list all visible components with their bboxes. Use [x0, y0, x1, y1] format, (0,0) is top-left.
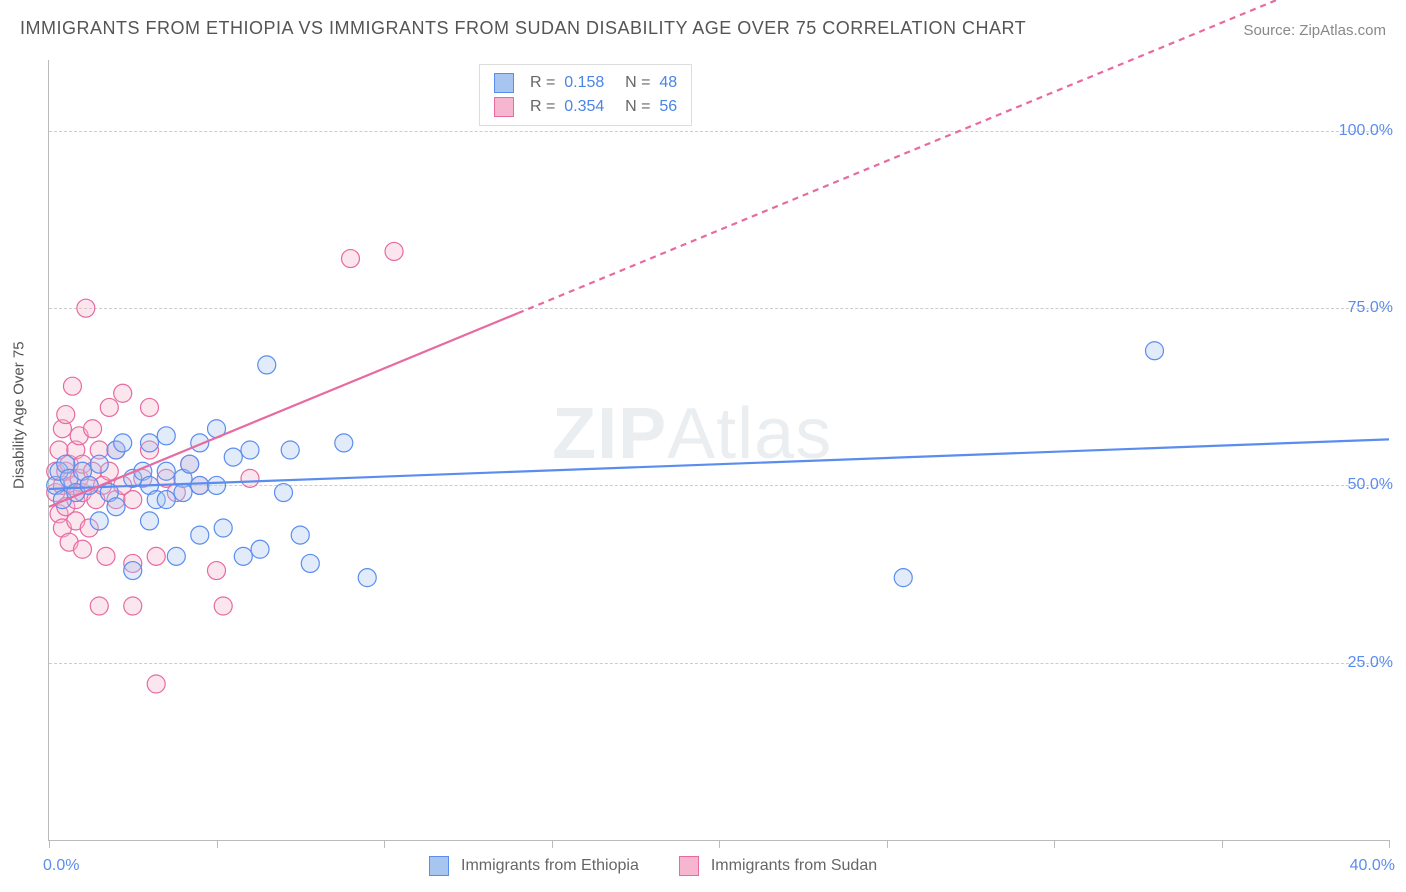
legend-item-sudan: Immigrants from Sudan — [679, 856, 877, 876]
series-legend: Immigrants from Ethiopia Immigrants from… — [429, 856, 877, 876]
x-axis-label-left: 0.0% — [43, 857, 79, 875]
legend-label-ethiopia: Immigrants from Ethiopia — [461, 857, 639, 875]
legend-swatch-ethiopia — [429, 856, 449, 876]
y-axis-label: Disability Age Over 75 — [11, 341, 28, 489]
legend-label-sudan: Immigrants from Sudan — [711, 857, 877, 875]
legend-item-ethiopia: Immigrants from Ethiopia — [429, 856, 639, 876]
chart-area: Disability Age Over 75 ZIPAtlas 25.0%50.… — [48, 60, 1389, 841]
legend-swatch-sudan — [679, 856, 699, 876]
x-axis-label-right: 40.0% — [1350, 857, 1395, 875]
source-label: Source: ZipAtlas.com — [1243, 22, 1386, 39]
chart-title: IMMIGRANTS FROM ETHIOPIA VS IMMIGRANTS F… — [20, 18, 1026, 39]
scatter-plot — [49, 60, 1389, 840]
